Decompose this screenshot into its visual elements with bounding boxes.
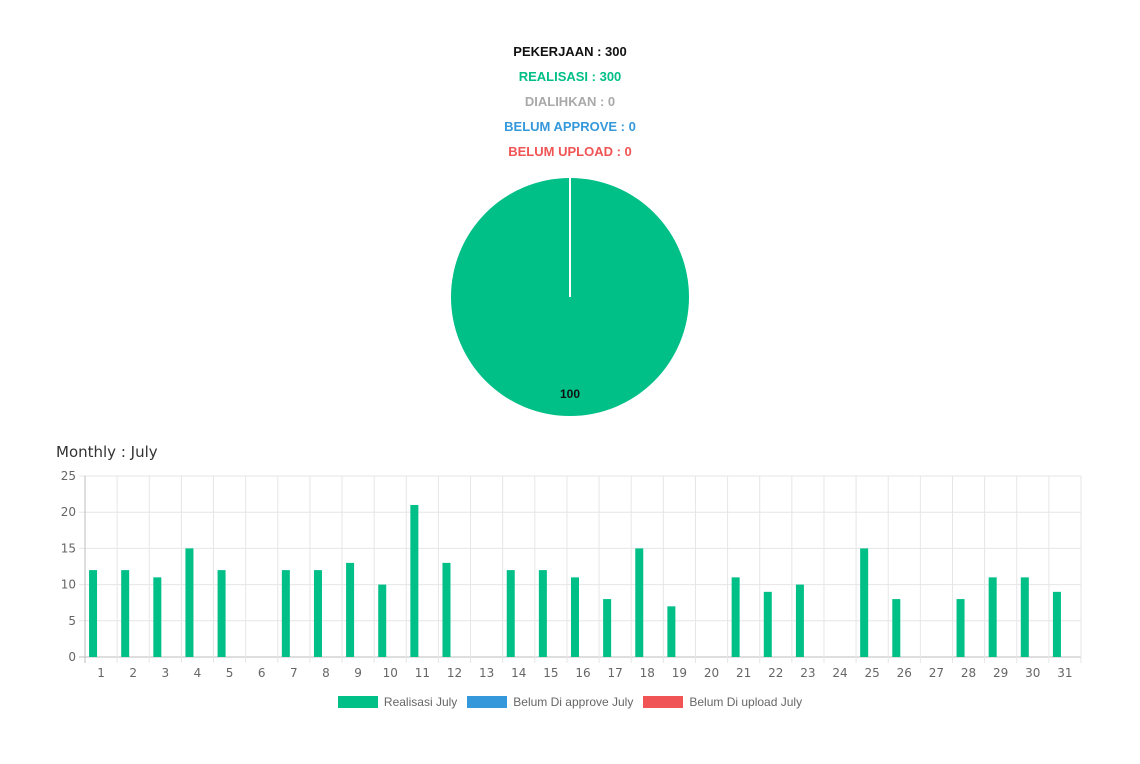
belum-approve-total: BELUM APPROVE : 0 <box>504 119 636 134</box>
bar[interactable] <box>571 577 579 657</box>
x-tick-label: 13 <box>479 666 494 680</box>
bar[interactable] <box>635 548 644 657</box>
x-tick-label: 22 <box>768 666 783 680</box>
bar[interactable] <box>153 577 162 657</box>
y-tick-label: 25 <box>61 469 76 483</box>
x-tick-label: 30 <box>1025 666 1040 680</box>
y-tick-label: 5 <box>68 614 76 628</box>
bar[interactable] <box>763 591 772 657</box>
x-tick-label: 19 <box>672 666 687 680</box>
belum-upload-total: BELUM UPLOAD : 0 <box>508 144 632 159</box>
dialihkan-total: DIALIHKAN : 0 <box>524 94 616 109</box>
y-tick-label: 20 <box>61 505 76 519</box>
x-tick-label: 28 <box>961 666 976 680</box>
x-tick-label: 10 <box>383 666 398 680</box>
x-tick-label: 31 <box>1057 666 1072 680</box>
legend-swatch <box>337 696 378 708</box>
x-tick-label: 18 <box>640 666 655 680</box>
legend-label: Belum Di upload July <box>689 695 803 709</box>
y-tick-label: 15 <box>61 541 76 555</box>
bar[interactable] <box>410 504 419 657</box>
pekerjaan-total: PEKERJAAN : 300 <box>513 44 627 59</box>
x-tick-label: 27 <box>929 666 944 680</box>
x-tick-label: 15 <box>543 666 558 680</box>
legend-item[interactable]: Belum Di approve July <box>467 695 633 709</box>
legend-label: Realisasi July <box>383 695 458 709</box>
x-tick-label: 17 <box>607 666 622 680</box>
pie-slice-label: 100 <box>560 387 580 401</box>
bar[interactable] <box>956 599 965 657</box>
x-tick-label: 1 <box>97 666 105 680</box>
bar[interactable] <box>378 584 387 657</box>
bar[interactable] <box>892 599 901 657</box>
bar[interactable] <box>121 570 130 657</box>
x-tick-label: 8 <box>322 666 330 680</box>
legend-swatch <box>643 696 684 708</box>
x-tick-label: 4 <box>194 666 202 680</box>
bar[interactable] <box>603 599 612 657</box>
bar[interactable] <box>538 570 547 657</box>
legend-item[interactable]: Belum Di upload July <box>643 695 802 709</box>
x-tick-label: 11 <box>415 666 430 680</box>
bar[interactable] <box>795 584 804 657</box>
x-tick-label: 20 <box>704 666 719 680</box>
x-tick-label: 5 <box>226 666 234 680</box>
bar[interactable] <box>1052 591 1061 657</box>
x-tick-label: 2 <box>129 666 137 680</box>
legend-swatch <box>467 696 508 708</box>
legend-label: Belum Di approve July <box>513 695 634 709</box>
bar[interactable] <box>217 570 226 657</box>
x-tick-label: 21 <box>736 666 751 680</box>
bar[interactable] <box>988 577 997 657</box>
x-tick-label: 12 <box>447 666 462 680</box>
x-tick-label: 26 <box>897 666 912 680</box>
bar[interactable] <box>442 562 451 657</box>
bar[interactable] <box>281 570 290 657</box>
y-tick-label: 10 <box>61 578 76 592</box>
realisasi-total: REALISASI : 300 <box>518 69 622 84</box>
x-tick-label: 24 <box>832 666 847 680</box>
x-tick-label: 9 <box>354 666 362 680</box>
legend-item[interactable]: Realisasi July <box>337 695 458 709</box>
x-tick-label: 16 <box>575 666 590 680</box>
x-tick-label: 3 <box>162 666 170 680</box>
bar[interactable] <box>313 570 322 657</box>
pie-chart: 100 <box>451 178 689 416</box>
y-tick-label: 0 <box>68 650 76 664</box>
bar[interactable] <box>89 570 98 657</box>
x-tick-label: 7 <box>290 666 298 680</box>
bar[interactable] <box>1020 577 1029 657</box>
chart-legend: Realisasi July Belum Di approve July Belum… <box>0 695 1140 709</box>
bar[interactable] <box>185 548 194 657</box>
x-tick-label: 6 <box>258 666 266 680</box>
bar[interactable] <box>731 577 740 657</box>
bar[interactable] <box>667 606 676 657</box>
x-tick-label: 25 <box>865 666 880 680</box>
bar[interactable] <box>346 562 355 657</box>
x-tick-label: 23 <box>800 666 815 680</box>
monthly-title: Monthly : July <box>56 443 158 461</box>
x-tick-label: 29 <box>993 666 1008 680</box>
bar[interactable] <box>860 548 869 657</box>
summary-panel: PEKERJAAN : 300 REALISASI : 300 DIALIHKA… <box>0 42 1140 167</box>
x-tick-label: 14 <box>511 666 526 680</box>
bar[interactable] <box>506 570 515 657</box>
